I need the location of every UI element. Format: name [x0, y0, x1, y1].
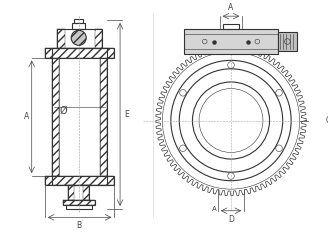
Bar: [45, 48, 114, 58]
Bar: [66, 205, 92, 209]
Bar: [68, 185, 74, 200]
Bar: [45, 48, 114, 58]
Bar: [63, 200, 95, 205]
Bar: [63, 200, 95, 205]
Bar: [52, 58, 59, 176]
Text: C: C: [326, 116, 328, 125]
Text: B: B: [76, 221, 81, 230]
Text: A: A: [212, 206, 217, 212]
Text: E: E: [124, 110, 129, 119]
Bar: [57, 29, 65, 48]
Text: A: A: [228, 3, 234, 12]
Bar: [223, 24, 238, 29]
Bar: [68, 185, 89, 200]
Bar: [72, 23, 85, 29]
Bar: [83, 185, 89, 200]
Text: D: D: [228, 216, 234, 224]
Bar: [100, 58, 107, 176]
Bar: [74, 19, 83, 23]
Text: Ø: Ø: [60, 106, 68, 116]
Text: A: A: [24, 112, 29, 121]
Bar: [278, 32, 297, 51]
Bar: [57, 29, 102, 48]
Bar: [52, 48, 107, 185]
Bar: [184, 29, 278, 54]
Circle shape: [71, 30, 86, 45]
Bar: [45, 176, 114, 185]
Bar: [95, 29, 102, 48]
Bar: [45, 176, 114, 185]
